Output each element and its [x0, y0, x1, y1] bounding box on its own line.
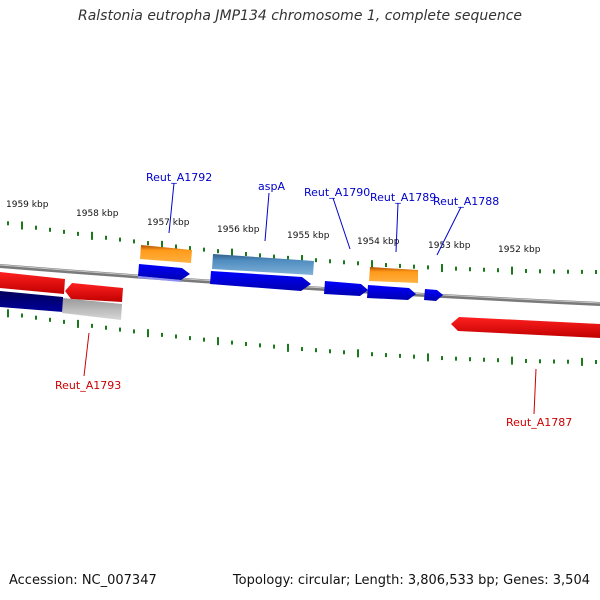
tick-label: 1959 kbp [6, 200, 49, 210]
gene-arrow[interactable] [210, 271, 311, 291]
gene-label-reut-a1793[interactable]: Reut_A1793 [55, 379, 121, 392]
gene-box[interactable] [0, 291, 63, 312]
tick-label: 1957 kbp [147, 218, 190, 228]
accession-text: Accession: NC_007347 [9, 573, 157, 588]
kbp-tick-ring-inner [8, 309, 596, 366]
gene-label-reut-a1789[interactable]: Reut_A1789 [370, 191, 436, 204]
gene-box[interactable] [140, 245, 192, 263]
tick-label: 1954 kbp [357, 237, 400, 247]
forward-genes [138, 245, 443, 301]
tick-label: 1956 kbp [217, 225, 260, 235]
gene-box[interactable] [369, 267, 418, 283]
gene-arrow[interactable] [0, 272, 65, 294]
gene-label-reut-a1792[interactable]: Reut_A1792 [146, 171, 212, 184]
tick-label: 1952 kbp [498, 245, 541, 255]
gene-arrow[interactable] [451, 317, 600, 338]
gene-box[interactable] [212, 254, 314, 275]
genome-map: Ralstonia eutropha JMP134 chromosome 1, … [0, 0, 600, 600]
gene-label-aspa[interactable]: aspA [258, 180, 285, 193]
gene-label-reut-a1787[interactable]: Reut_A1787 [506, 416, 572, 429]
gene-label-reut-a1788[interactable]: Reut_A1788 [433, 195, 499, 208]
gene-arrow[interactable] [424, 289, 443, 301]
gene-label-reut-a1790[interactable]: Reut_A1790 [304, 186, 370, 199]
tick-label: 1955 kbp [287, 231, 330, 241]
gene-arrow[interactable] [367, 285, 416, 300]
gene-arrow[interactable] [324, 281, 368, 296]
tick-label: 1953 kbp [428, 241, 471, 251]
topology-text: Topology: circular; Length: 3,806,533 bp… [233, 573, 590, 588]
tick-label: 1958 kbp [76, 209, 119, 219]
chromosome-map-svg: 1959 kbp 1958 kbp 1957 kbp 1956 kbp 1955… [0, 0, 600, 600]
